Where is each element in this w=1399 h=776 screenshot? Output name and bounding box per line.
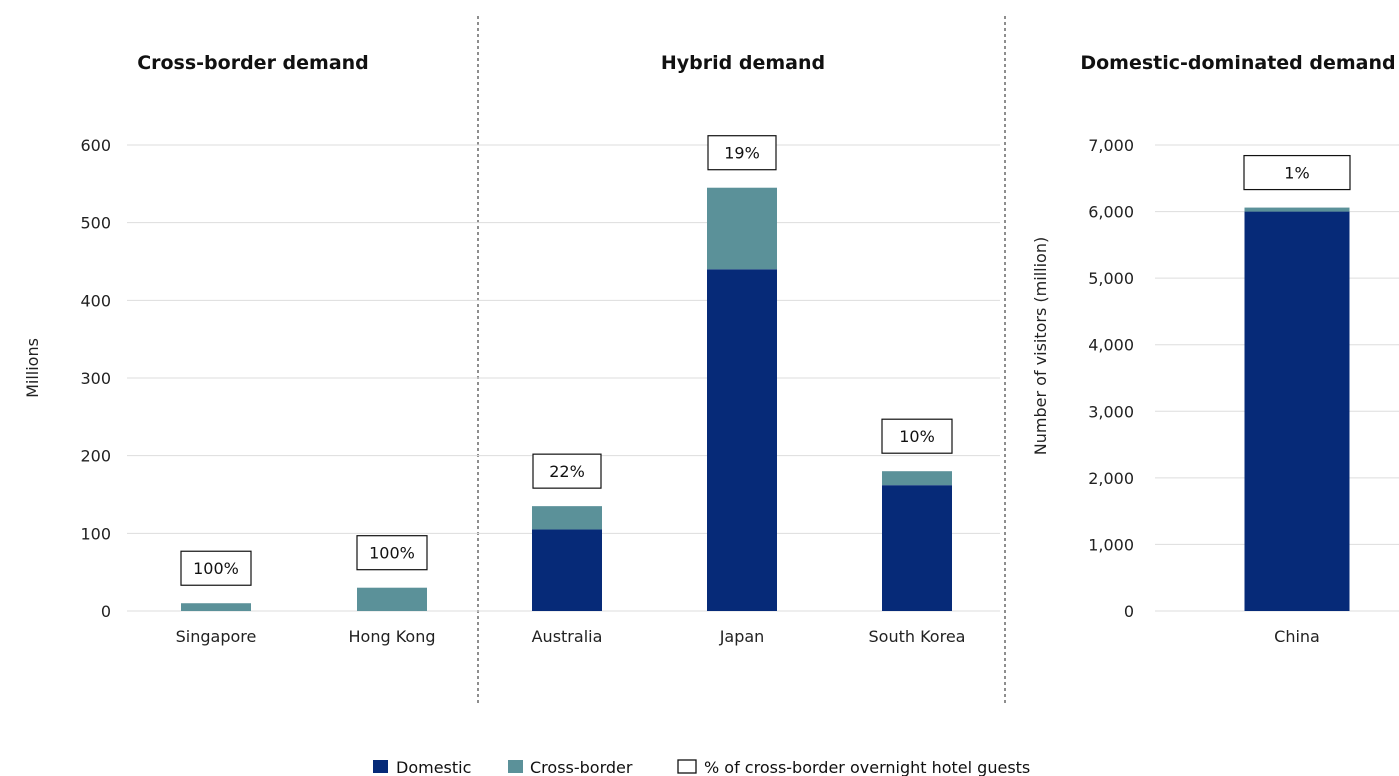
pct-label-australia: 22% xyxy=(549,462,585,481)
y-tick-right: 3,000 xyxy=(1088,402,1134,421)
pct-label-hong-kong: 100% xyxy=(369,544,415,563)
panel-title-domestic-dominated: Domestic-dominated demand xyxy=(1080,52,1395,74)
bar-cross-border-singapore xyxy=(181,603,251,611)
pct-box-japan xyxy=(707,135,777,171)
y-tick-left: 200 xyxy=(80,447,111,466)
y-tick-right: 6,000 xyxy=(1088,203,1134,222)
bar-cross-border-south-korea xyxy=(882,471,952,486)
bar-cross-border-china xyxy=(1244,207,1350,212)
panel-title-cross-border: Cross-border demand xyxy=(137,52,369,74)
category-label-hong-kong: Hong Kong xyxy=(349,627,436,646)
legend-label-cross-border: Cross-border xyxy=(530,758,633,776)
pct-label-singapore: 100% xyxy=(193,559,239,578)
left-axis-title: Millions xyxy=(23,338,42,398)
category-label-south-korea: South Korea xyxy=(869,627,966,646)
legend-swatch-pct xyxy=(677,759,697,774)
y-tick-right: 0 xyxy=(1124,602,1134,621)
y-tick-right: 4,000 xyxy=(1088,336,1134,355)
bar-cross-border-australia xyxy=(532,506,602,530)
y-tick-left: 600 xyxy=(80,136,111,155)
bar-domestic-south-korea xyxy=(882,485,952,611)
pct-label-south-korea: 10% xyxy=(899,427,935,446)
pct-label-japan: 19% xyxy=(724,144,760,163)
legend: Domestic Cross-border % of cross-border … xyxy=(373,758,1030,776)
pct-box-singapore xyxy=(180,550,252,586)
panel-title-hybrid: Hybrid demand xyxy=(661,52,825,74)
bar-domestic-china xyxy=(1244,211,1350,612)
pct-box-china xyxy=(1243,154,1351,191)
y-tick-left: 0 xyxy=(101,602,111,621)
y-tick-right: 2,000 xyxy=(1088,469,1134,488)
y-tick-right: 7,000 xyxy=(1088,136,1134,155)
pct-box-south-korea xyxy=(881,418,953,454)
right-axis-title: Number of visitors (million) xyxy=(1031,237,1050,455)
bar-cross-border-japan xyxy=(707,187,777,270)
category-label-china: China xyxy=(1274,627,1320,646)
legend-label-pct: % of cross-border overnight hotel guests xyxy=(704,758,1030,776)
category-label-singapore: Singapore xyxy=(176,627,257,646)
bar-layer xyxy=(181,187,1350,612)
y-tick-right: 1,000 xyxy=(1088,535,1134,554)
legend-swatch-domestic xyxy=(373,760,388,773)
y-tick-right: 5,000 xyxy=(1088,269,1134,288)
bar-domestic-japan xyxy=(707,269,777,611)
pct-box-australia xyxy=(532,453,602,489)
legend-swatch-cross-border xyxy=(508,760,523,773)
category-label-australia: Australia xyxy=(532,627,603,646)
label-layer: Singapore 100% Hong Kong 100% Australia 22% Ja… xyxy=(176,135,1351,646)
pct-label-china: 1% xyxy=(1284,164,1309,183)
grid-layer: 0 100 200 300 400 500 600 0 1,000 2,000 3,000 4,000… xyxy=(80,136,1399,621)
bar-cross-border-hong-kong xyxy=(357,587,427,611)
y-tick-left: 400 xyxy=(80,291,111,310)
y-tick-left: 300 xyxy=(80,369,111,388)
category-label-japan: Japan xyxy=(719,627,765,646)
y-tick-left: 100 xyxy=(80,524,111,543)
bar-domestic-australia xyxy=(532,529,602,611)
y-tick-left: 500 xyxy=(80,214,111,233)
legend-label-domestic: Domestic xyxy=(396,758,471,776)
pct-box-hong-kong xyxy=(356,535,428,571)
